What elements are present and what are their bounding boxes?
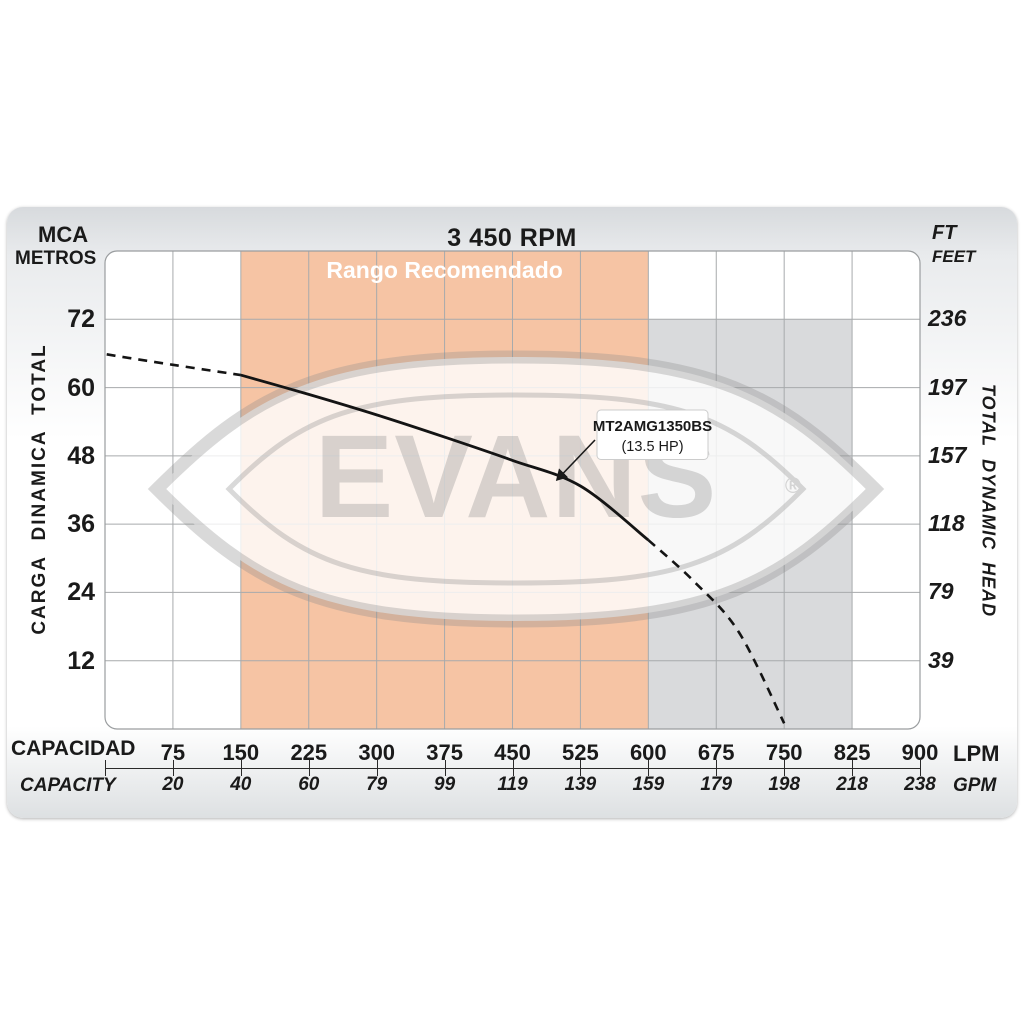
svg-text:®: ® — [785, 473, 801, 498]
svg-text:(13.5 HP): (13.5 HP) — [621, 439, 683, 455]
svg-text:Rango Recomendado: Rango Recomendado — [326, 257, 562, 283]
svg-text:MT2AMG1350BS: MT2AMG1350BS — [593, 418, 712, 435]
